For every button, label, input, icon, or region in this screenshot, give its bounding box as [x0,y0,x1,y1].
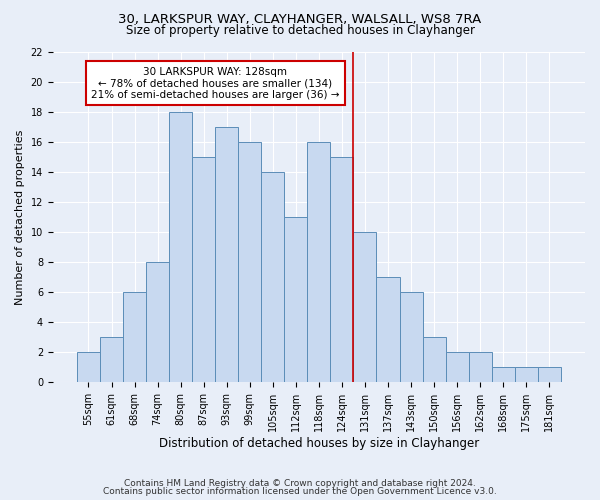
Text: Size of property relative to detached houses in Clayhanger: Size of property relative to detached ho… [125,24,475,37]
X-axis label: Distribution of detached houses by size in Clayhanger: Distribution of detached houses by size … [159,437,479,450]
Bar [491,368,515,382]
Bar [238,142,261,382]
Bar [469,352,491,382]
Bar [446,352,469,382]
Text: 30, LARKSPUR WAY, CLAYHANGER, WALSALL, WS8 7RA: 30, LARKSPUR WAY, CLAYHANGER, WALSALL, W… [118,12,482,26]
Bar [215,126,238,382]
Bar [422,337,446,382]
Bar [307,142,331,382]
Bar [538,368,561,382]
Bar [146,262,169,382]
Text: 30 LARKSPUR WAY: 128sqm
← 78% of detached houses are smaller (134)
21% of semi-d: 30 LARKSPUR WAY: 128sqm ← 78% of detache… [91,66,340,100]
Bar [261,172,284,382]
Bar [284,217,307,382]
Y-axis label: Number of detached properties: Number of detached properties [15,129,25,304]
Bar [515,368,538,382]
Text: Contains public sector information licensed under the Open Government Licence v3: Contains public sector information licen… [103,487,497,496]
Bar [353,232,376,382]
Bar [77,352,100,382]
Bar [400,292,422,382]
Bar [123,292,146,382]
Bar [331,157,353,382]
Text: Contains HM Land Registry data © Crown copyright and database right 2024.: Contains HM Land Registry data © Crown c… [124,478,476,488]
Bar [169,112,192,382]
Bar [376,277,400,382]
Bar [100,337,123,382]
Bar [192,157,215,382]
